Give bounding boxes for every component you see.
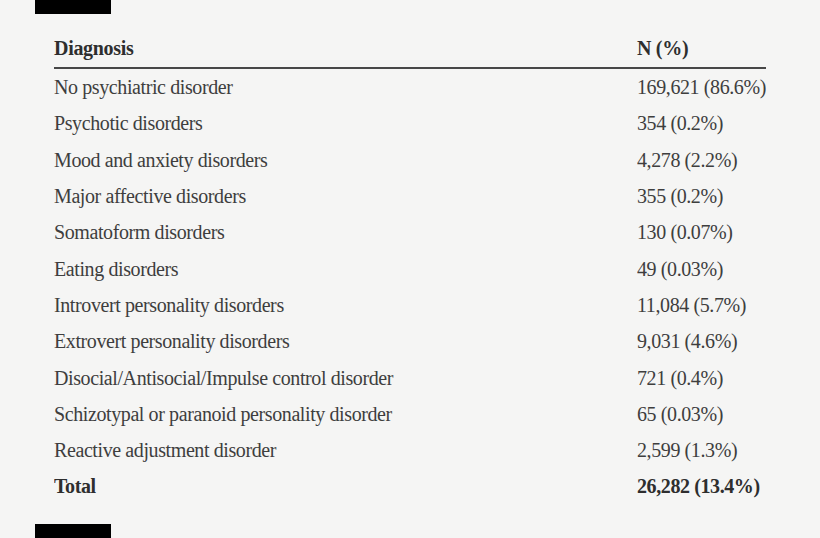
diagnosis-cell: Major affective disorders (54, 178, 637, 214)
value-cell: 2,599 (1.3%) (637, 432, 766, 468)
table-row: Eating disorders 49 (0.03%) (54, 250, 766, 286)
table-row: Major affective disorders 355 (0.2%) (54, 178, 766, 214)
page: Diagnosis N (%) No psychiatric disorder … (0, 0, 820, 538)
value-cell: 354 (0.2%) (637, 105, 766, 141)
diagnosis-table: Diagnosis N (%) No psychiatric disorder … (54, 38, 766, 505)
diagnosis-cell: Reactive adjustment disorder (54, 432, 637, 468)
table-row: Extrovert personality disorders 9,031 (4… (54, 323, 766, 359)
value-cell: 11,084 (5.7%) (637, 287, 766, 323)
diagnosis-cell: Total (54, 468, 637, 504)
value-cell: 169,621 (86.6%) (637, 68, 766, 105)
diagnosis-cell: Disocial/Antisocial/Impulse control diso… (54, 359, 637, 395)
table-row: Mood and anxiety disorders 4,278 (2.2%) (54, 142, 766, 178)
table-row-total: Total 26,282 (13.4%) (54, 468, 766, 504)
value-cell: 130 (0.07%) (637, 214, 766, 250)
table-row: Disocial/Antisocial/Impulse control diso… (54, 359, 766, 395)
diagnosis-cell: Introvert personality disorders (54, 287, 637, 323)
value-cell: 9,031 (4.6%) (637, 323, 766, 359)
column-header-n: N (%) (637, 38, 766, 68)
column-header-diagnosis: Diagnosis (54, 38, 637, 68)
header-row: Diagnosis N (%) (54, 38, 766, 68)
diagnosis-cell: Psychotic disorders (54, 105, 637, 141)
diagnosis-cell: Eating disorders (54, 250, 637, 286)
table-row: No psychiatric disorder 169,621 (86.6%) (54, 68, 766, 105)
table-row: Introvert personality disorders 11,084 (… (54, 287, 766, 323)
value-cell: 4,278 (2.2%) (637, 142, 766, 178)
diagnosis-cell: No psychiatric disorder (54, 68, 637, 105)
table-row: Schizotypal or paranoid personality diso… (54, 396, 766, 432)
value-cell: 49 (0.03%) (637, 250, 766, 286)
diagnosis-cell: Mood and anxiety disorders (54, 142, 637, 178)
table-row: Somatoform disorders 130 (0.07%) (54, 214, 766, 250)
table-row: Psychotic disorders 354 (0.2%) (54, 105, 766, 141)
diagnosis-cell: Somatoform disorders (54, 214, 637, 250)
redaction-bar-bottom (35, 524, 111, 538)
table-row: Reactive adjustment disorder 2,599 (1.3%… (54, 432, 766, 468)
diagnosis-cell: Extrovert personality disorders (54, 323, 637, 359)
value-cell: 65 (0.03%) (637, 396, 766, 432)
value-cell: 26,282 (13.4%) (637, 468, 766, 504)
redaction-bar-top (35, 0, 111, 14)
value-cell: 355 (0.2%) (637, 178, 766, 214)
value-cell: 721 (0.4%) (637, 359, 766, 395)
diagnosis-cell: Schizotypal or paranoid personality diso… (54, 396, 637, 432)
